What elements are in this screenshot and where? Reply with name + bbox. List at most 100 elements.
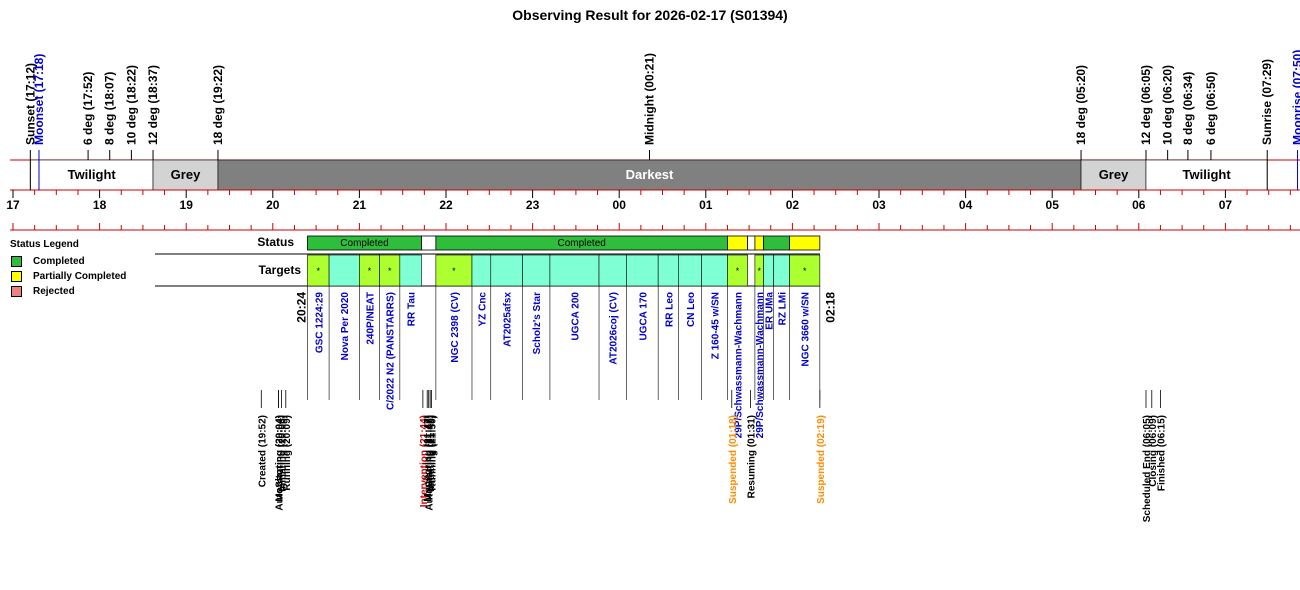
- target-block-5: [435, 254, 473, 287]
- bottom-event-label-0: Created (19:52): [257, 415, 268, 487]
- bottom-event-labels: Created (19:52) Monitoring (20:04) AutoSta…: [257, 390, 1167, 522]
- target-name-13: CN Leo: [686, 292, 697, 327]
- legend-label-partial: Partially Completed: [33, 271, 127, 282]
- target-block-7: [490, 254, 523, 287]
- sky-band-label-3: Grey: [1099, 167, 1129, 182]
- status-legend: Status Legend Completed Partially Comple…: [10, 239, 155, 299]
- hour-tick-label-5: 22: [439, 198, 453, 212]
- target-mark-3: *: [388, 266, 392, 276]
- target-name-5: NGC 2398 (CV): [450, 292, 461, 363]
- hour-tick-label-10: 03: [872, 198, 886, 212]
- bottom-event-label-9: Running (21:50): [428, 415, 439, 491]
- target-name-19: NGC 3660 w/SN: [801, 292, 812, 366]
- target-name-0: GSC 1224:29: [314, 292, 325, 354]
- target-name-16: 29P/Schwassmann-Wachmann: [755, 292, 766, 438]
- hour-tick-label-9: 02: [786, 198, 800, 212]
- bottom-event-label-3: Initiating (20:06): [277, 415, 288, 492]
- top-event-label-9: 12 deg (06:05): [1139, 65, 1153, 145]
- legend-swatch-completed: [11, 256, 22, 267]
- top-event-label-2: 6 deg (17:52): [81, 72, 95, 145]
- legend-swatch-rejected: [11, 286, 22, 297]
- bottom-event-label-7: AutoStarting (21:48): [425, 415, 436, 511]
- time-mark-0: 20:24: [294, 292, 308, 323]
- hour-tick-label-6: 23: [526, 198, 540, 212]
- target-mark-19: *: [803, 266, 807, 276]
- status-segment-5: [754, 235, 764, 251]
- bottom-event-label-13: Scheduled End (06:05): [1142, 415, 1153, 522]
- bottom-event-label-15: Finished (06:15): [1156, 415, 1167, 491]
- top-event-label-4: 10 deg (18:22): [124, 65, 138, 145]
- legend-swatch-partial: [11, 271, 22, 282]
- target-block-11: [626, 254, 659, 287]
- status-segment-6: [763, 235, 790, 251]
- target-name-8: Scholz's Star: [532, 292, 543, 355]
- top-event-label-12: 6 deg (06:50): [1204, 72, 1218, 145]
- target-name-11: UGCA 170: [638, 292, 649, 341]
- top-event-label-0: Sunset (17:12): [23, 63, 37, 145]
- bottom-event-label-10: Suspended (01:18): [728, 415, 739, 504]
- status-segment-label-2: Completed: [557, 238, 605, 249]
- sky-band-label-4: Twilight: [1183, 167, 1232, 182]
- target-name-3: C/2022 N2 (PANSTARRS): [386, 292, 397, 410]
- status-segment-label-0: Completed: [340, 238, 388, 249]
- bottom-event-label-14: Closing (06:09): [1148, 415, 1159, 487]
- target-mark-16: *: [757, 266, 761, 276]
- target-block-6: [471, 254, 492, 287]
- time-mark-1: 02:18: [823, 292, 837, 323]
- legend-item-partial: Partially Completed: [10, 269, 155, 284]
- top-event-label-1: Moonset (17:18): [32, 54, 46, 145]
- top-event-label-6: 18 deg (19:22): [211, 65, 225, 145]
- legend-item-rejected: Rejected: [10, 284, 155, 299]
- target-name-1: Nova Per 2020: [340, 292, 351, 361]
- target-name-17: ER UMa: [765, 292, 776, 330]
- target-block-15: [727, 254, 748, 287]
- legend-label-rejected: Rejected: [33, 286, 75, 297]
- bottom-event-label-12: Suspended (02:19): [816, 415, 827, 504]
- sky-band-layer: Twilight Grey Darkest Grey Twilight: [10, 159, 1300, 191]
- legend-item-completed: Completed: [10, 254, 155, 269]
- bottom-event-label-4: Running (20:09): [282, 415, 293, 491]
- target-block-8: [522, 254, 551, 287]
- target-block-13: [678, 254, 702, 287]
- top-event-label-3: 8 deg (18:07): [103, 72, 117, 145]
- status-row-label: Status: [257, 235, 294, 249]
- target-mark-2: *: [368, 266, 372, 276]
- target-name-15: 29P/Schwassmann-Wachmann: [734, 292, 745, 438]
- hour-tick-label-13: 06: [1132, 198, 1146, 212]
- legend-label-completed: Completed: [33, 256, 85, 267]
- top-event-label-11: 8 deg (06:34): [1181, 72, 1195, 145]
- status-segment-1: [421, 235, 437, 251]
- top-event-label-10: 10 deg (06:20): [1161, 65, 1175, 145]
- target-block-18: [773, 254, 790, 287]
- bottom-event-label-1: Monitoring (20:04): [275, 415, 286, 502]
- target-block-4: [399, 254, 422, 287]
- target-name-18: RZ LMi: [778, 292, 789, 326]
- top-event-label-8: 18 deg (05:20): [1074, 65, 1088, 145]
- sky-band-label-0: Twilight: [68, 167, 117, 182]
- top-event-label-13: Sunrise (07:29): [1260, 59, 1274, 145]
- target-mark-0: *: [317, 266, 321, 276]
- hour-tick-label-0: 17: [6, 198, 20, 212]
- hour-tick-label-14: 07: [1219, 198, 1233, 212]
- status-segments: Completed Completed: [307, 235, 821, 251]
- top-event-label-14: Moonrise (07:50): [1291, 50, 1300, 145]
- target-block-19: [789, 254, 821, 287]
- hour-tick-label-3: 20: [266, 198, 280, 212]
- target-name-4: RR Tau: [407, 292, 418, 326]
- target-mark-5: *: [452, 266, 456, 276]
- top-event-labels: Sunset (17:12)Moonset (17:18) 6 deg (17:5…: [23, 50, 1300, 190]
- hour-tick-label-7: 00: [613, 198, 627, 212]
- targets-row-label: Targets: [259, 263, 302, 277]
- target-name-14: Z 160-45 w/SN: [710, 292, 721, 359]
- target-name-9: UGCA 200: [570, 292, 581, 341]
- sky-band-label-2: Darkest: [626, 167, 674, 182]
- hour-axis: 17 18 19 20 21 22 23 00 01 02 03 04 05 06 07: [6, 189, 1300, 231]
- top-event-label-7: Midnight (00:21): [643, 53, 657, 145]
- hour-tick-label-11: 04: [959, 198, 973, 212]
- target-block-14: [701, 254, 728, 287]
- target-block-9: [549, 254, 600, 287]
- target-block-12: [657, 254, 679, 287]
- target-name-12: RR Leo: [664, 292, 675, 327]
- status-segment-3: [727, 235, 749, 251]
